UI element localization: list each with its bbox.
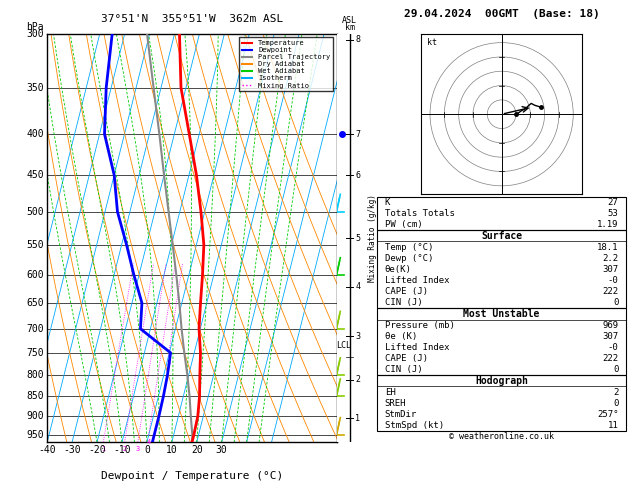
Text: 1.19: 1.19 xyxy=(597,220,618,229)
Text: PW (cm): PW (cm) xyxy=(385,220,423,229)
Text: Surface: Surface xyxy=(481,231,522,241)
Text: 969: 969 xyxy=(603,321,618,330)
Text: 600: 600 xyxy=(26,270,44,280)
Text: 0: 0 xyxy=(613,365,618,374)
Text: 5: 5 xyxy=(166,360,170,366)
Text: 18.1: 18.1 xyxy=(597,243,618,252)
Text: 307: 307 xyxy=(603,332,618,341)
Text: K: K xyxy=(385,198,390,207)
Text: 2: 2 xyxy=(355,375,360,384)
Text: 29.04.2024  00GMT  (Base: 18): 29.04.2024 00GMT (Base: 18) xyxy=(404,9,599,19)
Text: 3: 3 xyxy=(355,331,360,341)
Text: 850: 850 xyxy=(26,391,44,401)
Text: 500: 500 xyxy=(26,207,44,217)
Text: 20: 20 xyxy=(191,445,203,455)
Text: StmDir: StmDir xyxy=(385,410,417,419)
Text: StmSpd (kt): StmSpd (kt) xyxy=(385,421,444,430)
Text: 8: 8 xyxy=(355,35,360,44)
Text: km: km xyxy=(345,22,355,32)
Text: 2.2: 2.2 xyxy=(603,254,618,263)
Text: Lifted Index: Lifted Index xyxy=(385,276,449,285)
Text: LCL: LCL xyxy=(337,342,352,350)
Text: CAPE (J): CAPE (J) xyxy=(385,287,428,296)
Text: 400: 400 xyxy=(26,129,44,139)
Text: SREH: SREH xyxy=(385,399,406,408)
Text: Pressure (mb): Pressure (mb) xyxy=(385,321,455,330)
Text: Lifted Index: Lifted Index xyxy=(385,343,449,352)
Bar xyxy=(377,197,626,230)
Text: 450: 450 xyxy=(26,170,44,180)
Text: 307: 307 xyxy=(603,265,618,274)
Text: kt: kt xyxy=(427,38,437,48)
Text: 5: 5 xyxy=(355,234,360,243)
Text: 27: 27 xyxy=(608,198,618,207)
Text: ASL: ASL xyxy=(342,16,357,25)
Text: 30: 30 xyxy=(216,445,228,455)
Text: 1: 1 xyxy=(355,414,360,423)
Text: 4: 4 xyxy=(355,282,360,291)
Text: 2: 2 xyxy=(123,446,127,452)
Text: 2: 2 xyxy=(613,387,618,397)
Text: 0: 0 xyxy=(613,399,618,408)
Text: Most Unstable: Most Unstable xyxy=(464,309,540,319)
Text: Hodograph: Hodograph xyxy=(475,376,528,386)
Text: 800: 800 xyxy=(26,370,44,380)
Bar xyxy=(377,375,626,431)
Text: 900: 900 xyxy=(26,411,44,421)
Text: 10: 10 xyxy=(166,445,177,455)
Text: CIN (J): CIN (J) xyxy=(385,298,423,307)
Text: -40: -40 xyxy=(38,445,56,455)
Text: 222: 222 xyxy=(603,287,618,296)
Text: 3: 3 xyxy=(136,446,140,452)
Text: Totals Totals: Totals Totals xyxy=(385,209,455,218)
Text: © weatheronline.co.uk: © weatheronline.co.uk xyxy=(449,432,554,441)
Text: -10: -10 xyxy=(113,445,131,455)
Text: 222: 222 xyxy=(603,354,618,363)
Text: 300: 300 xyxy=(26,29,44,39)
Text: Temp (°C): Temp (°C) xyxy=(385,243,433,252)
Text: Dewpoint / Temperature (°C): Dewpoint / Temperature (°C) xyxy=(101,471,283,481)
Text: CIN (J): CIN (J) xyxy=(385,365,423,374)
Text: 750: 750 xyxy=(26,348,44,358)
Text: -20: -20 xyxy=(88,445,106,455)
Text: 6: 6 xyxy=(355,171,360,179)
Bar xyxy=(377,309,626,375)
Text: θe (K): θe (K) xyxy=(385,332,417,341)
Text: 700: 700 xyxy=(26,324,44,334)
Text: Dewp (°C): Dewp (°C) xyxy=(385,254,433,263)
Text: θe(K): θe(K) xyxy=(385,265,412,274)
Text: 7: 7 xyxy=(355,130,360,139)
Text: Mixing Ratio (g/kg): Mixing Ratio (g/kg) xyxy=(368,194,377,282)
Text: 11: 11 xyxy=(608,421,618,430)
Text: 0: 0 xyxy=(613,298,618,307)
Text: EH: EH xyxy=(385,387,396,397)
Text: hPa: hPa xyxy=(26,21,44,32)
Legend: Temperature, Dewpoint, Parcel Trajectory, Dry Adiabat, Wet Adiabat, Isotherm, Mi: Temperature, Dewpoint, Parcel Trajectory… xyxy=(239,37,333,91)
Text: -30: -30 xyxy=(64,445,81,455)
Text: 4: 4 xyxy=(147,438,151,445)
Bar xyxy=(377,230,626,309)
Text: 0: 0 xyxy=(144,445,150,455)
Text: 550: 550 xyxy=(26,240,44,250)
Text: 257°: 257° xyxy=(597,410,618,419)
Text: CAPE (J): CAPE (J) xyxy=(385,354,428,363)
Text: 1: 1 xyxy=(101,446,106,452)
Text: 53: 53 xyxy=(608,209,618,218)
Text: -0: -0 xyxy=(608,276,618,285)
Text: 37°51'N  355°51'W  362m ASL: 37°51'N 355°51'W 362m ASL xyxy=(101,14,283,24)
Text: -0: -0 xyxy=(608,343,618,352)
Text: 650: 650 xyxy=(26,298,44,308)
Text: 950: 950 xyxy=(26,430,44,440)
Text: 350: 350 xyxy=(26,83,44,93)
